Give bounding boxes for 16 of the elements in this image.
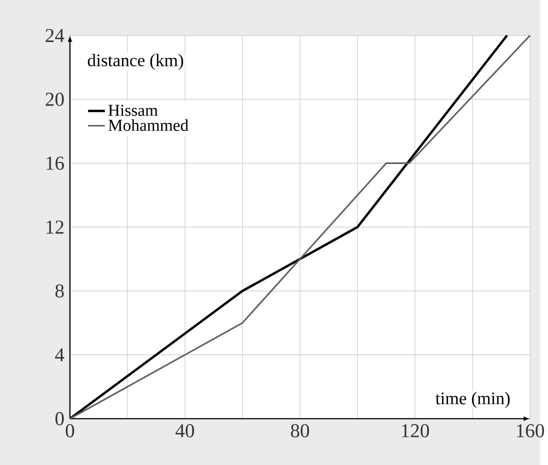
x-axis-title: time (min) xyxy=(436,392,510,408)
x-tick-label: 120 xyxy=(402,424,429,438)
y-axis-title: distance (km) xyxy=(88,54,184,70)
legend-label: Mohammed xyxy=(108,119,188,131)
x-tick-label: 160 xyxy=(517,424,544,438)
legend-label: Hissam xyxy=(108,104,158,116)
x-tick-label: 40 xyxy=(176,424,194,438)
x-tick-label: 0 xyxy=(66,424,74,438)
y-tick-label: 24 xyxy=(46,28,64,42)
y-tick-label: 12 xyxy=(46,220,64,234)
y-tick-label: 0 xyxy=(55,412,64,426)
y-tick-label: 20 xyxy=(46,92,64,106)
y-tick-label: 4 xyxy=(55,348,64,362)
y-tick-label: 16 xyxy=(46,156,64,170)
x-tick-label: 80 xyxy=(290,424,310,438)
y-tick-label: 8 xyxy=(55,284,64,298)
